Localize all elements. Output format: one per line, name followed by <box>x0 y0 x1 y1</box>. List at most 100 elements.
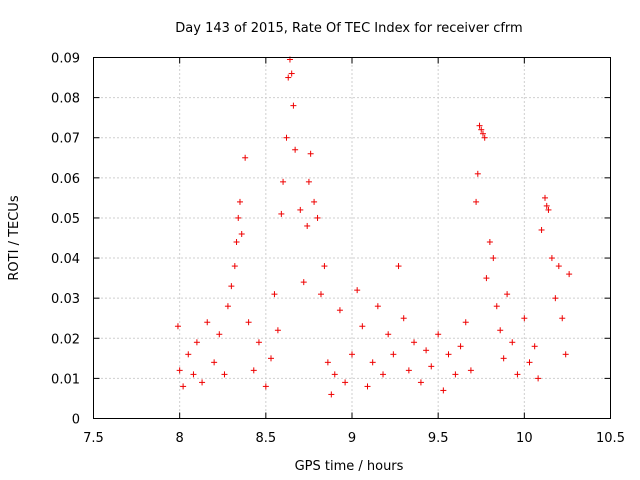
data-point <box>504 291 511 298</box>
data-point <box>271 291 278 298</box>
data-point <box>231 263 238 270</box>
data-point <box>417 379 424 386</box>
data-point <box>235 214 242 221</box>
data-point <box>479 130 486 137</box>
y-tick-label: 0.06 <box>51 172 80 187</box>
data-point <box>297 206 304 213</box>
data-point <box>305 178 312 185</box>
data-point <box>317 291 324 298</box>
data-point <box>274 327 281 334</box>
grid-lines <box>93 57 611 419</box>
data-point <box>280 178 287 185</box>
data-point <box>445 351 452 358</box>
y-tick-label: 0.04 <box>51 252 80 267</box>
data-point <box>211 359 218 366</box>
data-point <box>566 271 573 278</box>
data-point <box>542 194 549 201</box>
data-point <box>199 379 206 386</box>
data-point <box>548 255 555 262</box>
data-point <box>462 319 469 326</box>
data-point <box>521 315 528 322</box>
data-point <box>483 275 490 282</box>
data-point <box>552 295 559 302</box>
data-point <box>354 287 361 294</box>
data-point <box>311 198 318 205</box>
x-tick-label: 9.5 <box>428 431 449 446</box>
data-point <box>400 315 407 322</box>
data-point <box>250 367 257 374</box>
data-point <box>490 255 497 262</box>
data-point <box>336 307 343 314</box>
data-point <box>242 154 249 161</box>
data-point <box>359 323 366 330</box>
data-point <box>300 279 307 286</box>
x-tick-label: 10.5 <box>596 431 625 446</box>
data-point <box>385 331 392 338</box>
data-point <box>545 206 552 213</box>
data-point <box>509 339 516 346</box>
data-point <box>314 214 321 221</box>
data-point <box>228 283 235 290</box>
x-tick-labels: 7.5 8 8.5 9 9.5 10 10.5 <box>83 431 625 446</box>
data-point <box>285 74 292 81</box>
data-point <box>543 202 550 209</box>
data-point <box>324 359 331 366</box>
x-tick-label: 9 <box>348 431 356 446</box>
data-point <box>411 339 418 346</box>
data-point <box>428 363 435 370</box>
x-tick-label: 8.5 <box>255 431 276 446</box>
data-points <box>174 56 573 398</box>
data-point <box>292 146 299 153</box>
data-point <box>478 126 485 133</box>
data-point <box>457 343 464 350</box>
data-point <box>497 327 504 334</box>
data-point <box>369 359 376 366</box>
y-axis-label: ROTI / TECUs <box>7 195 22 280</box>
data-point <box>176 367 183 374</box>
chart-title: Day 143 of 2015, Rate Of TEC Index for r… <box>175 21 522 36</box>
data-point <box>233 239 240 246</box>
data-point <box>185 351 192 358</box>
data-point <box>452 371 459 378</box>
data-point <box>278 210 285 217</box>
data-point <box>236 198 243 205</box>
data-point <box>255 339 262 346</box>
data-point <box>474 170 481 177</box>
data-point <box>221 371 228 378</box>
x-tick-label: 7.5 <box>83 431 104 446</box>
data-point <box>288 70 295 77</box>
y-tick-label: 0.09 <box>51 52 80 67</box>
data-point <box>224 303 231 310</box>
data-point <box>535 375 542 382</box>
data-point <box>216 331 223 338</box>
y-tick-label: 0.02 <box>51 332 80 347</box>
data-point <box>238 230 245 237</box>
data-point <box>486 239 493 246</box>
y-tick-label: 0.05 <box>51 212 80 227</box>
data-point <box>328 391 335 398</box>
data-point <box>481 134 488 141</box>
data-point <box>342 379 349 386</box>
data-point <box>559 315 566 322</box>
data-point <box>204 319 211 326</box>
data-point <box>268 355 275 362</box>
data-point <box>467 367 474 374</box>
x-axis-label: GPS time / hours <box>295 459 404 474</box>
y-tick-label: 0.01 <box>51 372 80 387</box>
data-point <box>307 150 314 157</box>
data-point <box>349 351 355 358</box>
data-point <box>531 343 538 350</box>
data-point <box>500 355 507 362</box>
data-point <box>514 371 521 378</box>
data-point <box>476 122 483 129</box>
data-point <box>245 319 252 326</box>
data-point <box>180 383 187 390</box>
y-tick-label: 0.03 <box>51 292 80 307</box>
data-point <box>174 323 181 330</box>
data-point <box>304 222 311 229</box>
data-point <box>440 387 447 394</box>
data-point <box>290 102 297 109</box>
data-point <box>190 371 197 378</box>
y-tick-label: 0 <box>72 413 80 428</box>
